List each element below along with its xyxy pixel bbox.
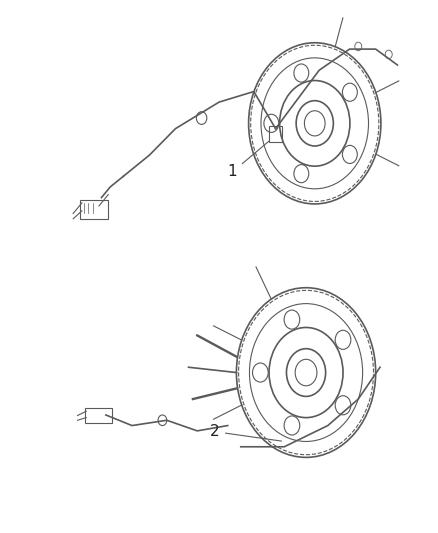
Text: 1: 1 bbox=[228, 141, 269, 180]
Text: 2: 2 bbox=[210, 424, 282, 441]
